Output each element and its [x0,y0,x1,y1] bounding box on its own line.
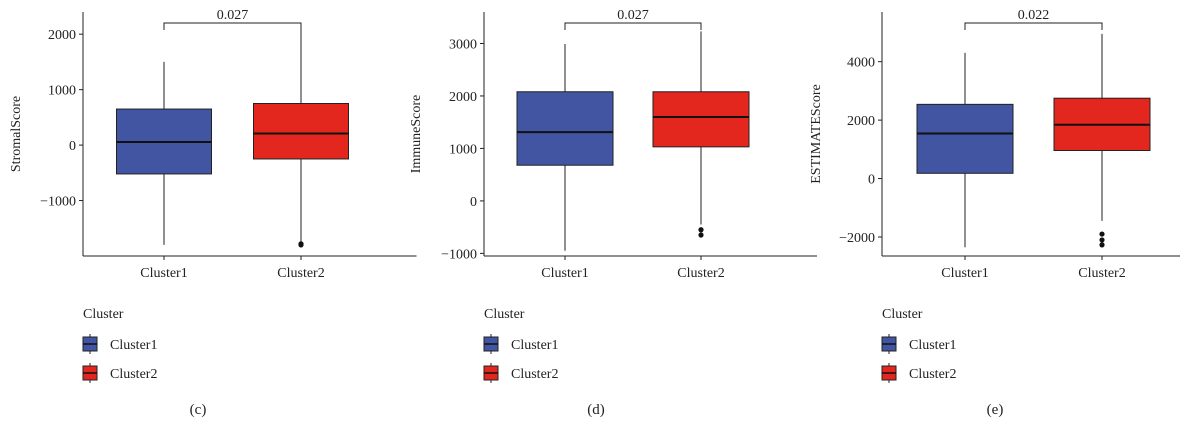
y-tick-label: 0 [470,195,477,210]
outlier-point [1099,242,1105,248]
x-tick-label: Cluster1 [941,266,988,281]
outlier-point [698,227,704,233]
x-tick-label: Cluster2 [277,266,324,281]
legend-label: Cluster1 [909,338,956,353]
x-tick-label: Cluster2 [677,266,724,281]
y-axis-label: StromalScore [9,96,24,172]
y-tick-label: 2000 [449,90,477,105]
y-tick-label: 3000 [449,37,477,52]
y-tick-label: −1000 [40,195,76,210]
y-tick-label: 4000 [847,56,875,71]
outlier-point [698,232,704,238]
box-cluster2 [652,91,750,148]
legend-label: Cluster2 [909,367,956,382]
y-tick-label: −1000 [441,247,477,262]
legend-label: Cluster1 [110,338,157,353]
legend-label: Cluster2 [511,367,558,382]
box-cluster2 [253,103,349,160]
p-value-label: 0.022 [1018,8,1050,23]
y-tick-label: 1000 [48,84,76,99]
y-tick-label: −2000 [839,231,875,246]
significance-bracket [163,22,302,30]
y-tick-label: 2000 [847,114,875,129]
y-axis-label: ImmuneScore [409,95,424,174]
legend-label: Cluster2 [110,367,157,382]
p-value-label: 0.027 [617,8,649,23]
panel-label: (e) [987,402,1004,418]
outlier-point [1099,231,1105,237]
box-cluster1 [516,91,614,166]
p-value-label: 0.027 [217,8,249,23]
legend-title: Cluster [484,307,525,322]
y-tick-label: 2000 [48,28,76,43]
x-tick-label: Cluster1 [140,266,187,281]
legend-label: Cluster1 [511,338,558,353]
y-axis-label: ESTIMATEScore [809,84,824,184]
significance-bracket [564,22,702,30]
outlier-point [298,242,304,248]
panel-label: (c) [190,402,207,418]
outlier-point [1099,237,1105,243]
x-tick-label: Cluster2 [1078,266,1125,281]
legend-title: Cluster [83,307,124,322]
box-cluster1 [916,103,1014,174]
y-tick-label: 0 [69,139,76,154]
y-tick-label: 1000 [449,142,477,157]
legend-title: Cluster [882,307,923,322]
y-tick-label: 0 [868,173,875,188]
significance-bracket [964,22,1103,30]
x-tick-label: Cluster1 [541,266,588,281]
panel-label: (d) [587,402,605,418]
